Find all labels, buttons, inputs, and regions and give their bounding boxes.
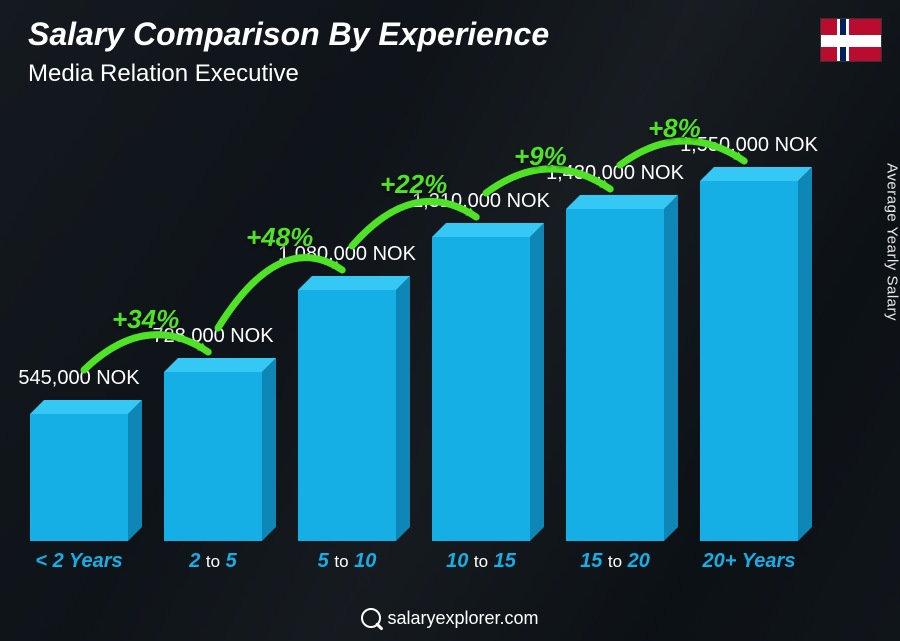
bar-value-label: 545,000 NOK [0, 367, 177, 390]
chart-subtitle: Media Relation Executive [28, 60, 299, 88]
y-axis-label: Average Yearly Salary [884, 163, 900, 321]
pct-change-label: +48% [246, 222, 313, 253]
chart-bar: 1,310,000 NOK10 to 15 [432, 237, 530, 541]
chart-bar: 545,000 NOK< 2 Years [30, 414, 128, 541]
norway-flag-icon [820, 18, 882, 62]
pct-change-label: +9% [514, 141, 567, 172]
infographic-canvas: Salary Comparison By Experience Media Re… [0, 0, 900, 641]
footer: salaryexplorer.com [0, 608, 900, 629]
chart-title: Salary Comparison By Experience [28, 16, 549, 53]
chart-bar: 1,430,000 NOK15 to 20 [566, 209, 664, 541]
bar-x-label: 20+ Years [651, 550, 847, 573]
chart-bar: 1,080,000 NOK5 to 10 [298, 290, 396, 541]
chart-bar: 1,550,000 NOK20+ Years [700, 181, 798, 541]
pct-change-label: +22% [380, 169, 447, 200]
pct-change-label: +8% [648, 113, 701, 144]
footer-text: salaryexplorer.com [387, 608, 538, 628]
pct-change-label: +34% [112, 304, 179, 335]
magnifier-icon [361, 608, 381, 628]
bar-chart: 545,000 NOK< 2 Years 728,000 NOK2 to 5 1,0… [30, 100, 840, 571]
chart-bar: 728,000 NOK2 to 5 [164, 372, 262, 541]
